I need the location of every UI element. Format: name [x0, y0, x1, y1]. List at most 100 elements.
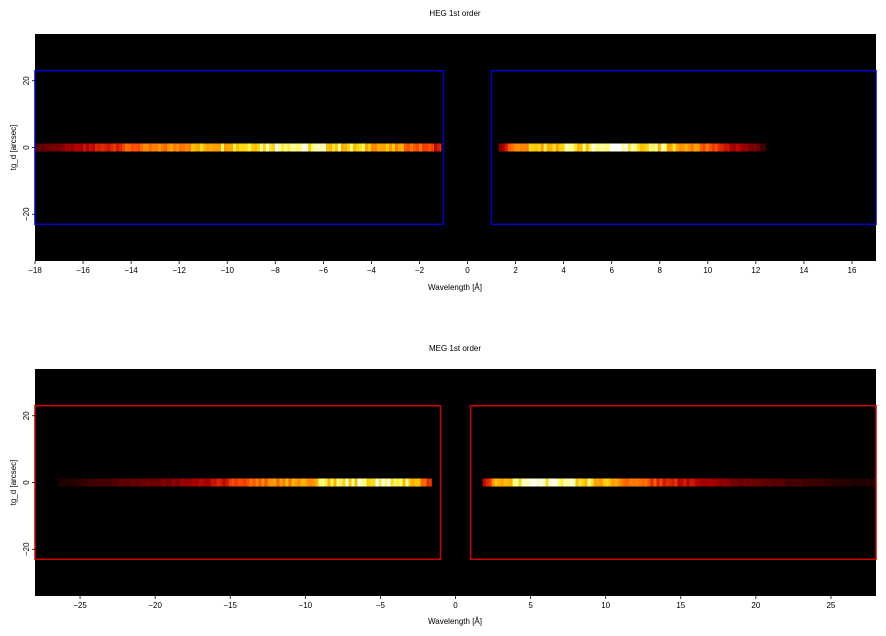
streak-bin: [237, 478, 241, 487]
streak-bin: [96, 478, 100, 487]
streak-bin: [329, 143, 333, 152]
streak-bin: [590, 478, 594, 487]
streak-bin: [525, 143, 530, 152]
streak-bin: [275, 143, 279, 152]
streak-bin: [714, 143, 719, 152]
streak-bin: [137, 143, 141, 152]
streak-bin: [512, 478, 516, 487]
streak-bin: [702, 143, 707, 152]
streak-bin: [644, 478, 648, 487]
streak-bin: [692, 478, 696, 487]
streak-bin: [488, 478, 492, 487]
streak-bin: [317, 143, 321, 152]
streak-bin: [216, 478, 220, 487]
streak-bin: [372, 478, 376, 487]
streak-bin: [845, 478, 849, 487]
streak-bin: [363, 478, 367, 487]
streak-bin: [114, 478, 118, 487]
streak-bin: [854, 478, 858, 487]
y-tick-label: 20: [22, 76, 31, 85]
streak-bin: [390, 478, 394, 487]
streak-bin: [573, 143, 578, 152]
extraction-region-plus: [490, 69, 877, 226]
streak-bin: [570, 143, 575, 152]
streak-bin: [294, 478, 298, 487]
streak-bin: [782, 478, 786, 487]
streak-bin: [420, 478, 424, 487]
streak-bin: [143, 143, 147, 152]
streak-bin: [588, 143, 593, 152]
streak-bin: [725, 478, 729, 487]
streak-bin: [755, 478, 759, 487]
streak-bin: [753, 143, 758, 152]
streak-bin: [231, 478, 235, 487]
extraction-region-plus: [469, 404, 877, 561]
streak-bin: [320, 143, 324, 152]
streak-bin: [747, 143, 752, 152]
streak-bin: [572, 478, 576, 487]
x-tick-label: 12: [751, 266, 760, 275]
streak-bin: [396, 478, 400, 487]
streak-bin: [701, 478, 705, 487]
streak-bin: [578, 478, 582, 487]
streak-bin: [213, 478, 217, 487]
streak-bin: [581, 478, 585, 487]
streak-bin: [140, 143, 144, 152]
streak-bin: [165, 478, 169, 487]
streak-bin: [309, 478, 313, 487]
streak-bin: [690, 143, 695, 152]
streak-bin: [857, 478, 861, 487]
streak-bin: [234, 478, 238, 487]
streak-bin: [749, 478, 753, 487]
streak-bin: [153, 478, 157, 487]
streak-bin: [327, 478, 331, 487]
streak-bin: [38, 143, 42, 152]
x-tick-label: 10: [703, 266, 712, 275]
streak-bin: [800, 478, 804, 487]
y-tick-label: 0: [22, 145, 31, 150]
streak-bin: [503, 478, 507, 487]
streak-bin: [737, 478, 741, 487]
streak-bin: [47, 143, 51, 152]
streak-bin: [609, 143, 614, 152]
streak-bin: [159, 478, 163, 487]
streak-bin: [551, 478, 555, 487]
streak-bin: [665, 478, 669, 487]
streak-bin: [651, 143, 656, 152]
streak-bin: [437, 143, 441, 152]
streak-bin: [605, 478, 609, 487]
streak-bin: [68, 143, 72, 152]
streak-bin: [192, 478, 196, 487]
streak-bin: [642, 143, 647, 152]
streak-bin: [318, 478, 322, 487]
streak-bin: [657, 143, 662, 152]
streak-bin: [635, 478, 639, 487]
streak-bin: [504, 143, 509, 152]
streak-bin: [182, 143, 186, 152]
streak-bin: [516, 143, 521, 152]
x-tick-label: −5: [376, 601, 386, 610]
streak-bin: [35, 143, 39, 152]
streak-bin: [194, 143, 198, 152]
streak-bin: [242, 143, 246, 152]
streak-bin: [128, 143, 132, 152]
streak-bin: [704, 478, 708, 487]
streak-bin: [122, 143, 126, 152]
streak-bin: [201, 478, 205, 487]
streak-bin: [102, 478, 106, 487]
streak-bin: [203, 143, 207, 152]
streak-bin: [141, 478, 145, 487]
streak-bin: [315, 478, 319, 487]
streak-bin: [597, 143, 602, 152]
streak-bin: [293, 143, 297, 152]
streak-bin: [422, 143, 426, 152]
streak-bin: [575, 478, 579, 487]
streak-bin: [257, 143, 261, 152]
streak-bin: [80, 143, 84, 152]
streak-bin: [273, 478, 277, 487]
streak-bin: [71, 143, 75, 152]
streak-bin: [848, 478, 852, 487]
streak-bin: [281, 143, 285, 152]
streak-bin: [191, 143, 195, 152]
